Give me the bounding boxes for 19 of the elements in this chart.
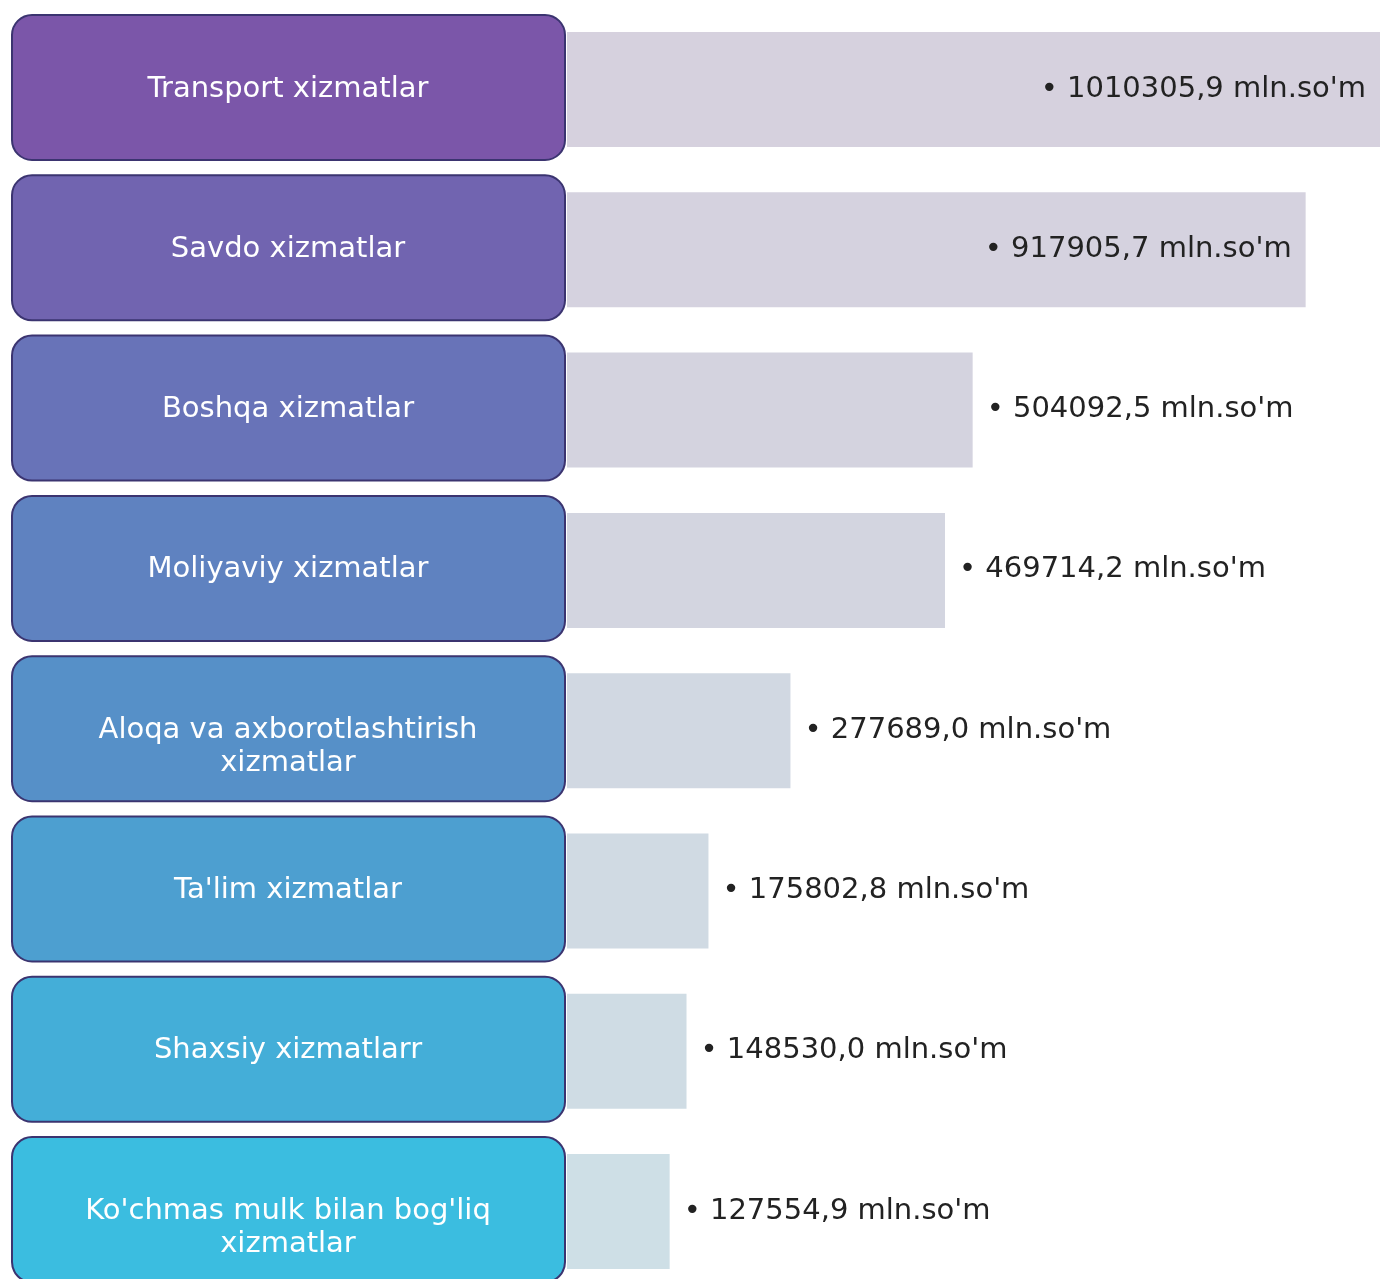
y-tick-label: Moliyaviy xizmatlar — [147, 550, 429, 585]
y-tick-label: Savdo xizmatlar — [170, 229, 406, 264]
data-label: • 469714,2 mln.so'm — [958, 550, 1266, 585]
data-label: • 1010305,9 mln.so'm — [1040, 69, 1366, 104]
y-tick-label: Boshqa xizmatlar — [161, 390, 415, 425]
y-tick-label: Ko'chmas mulk bilan bog'liq xizmatlar — [85, 1191, 491, 1259]
data-label: • 277689,0 mln.so'm — [804, 710, 1112, 745]
y-tick-label: Shaxsiy xizmatlarr — [153, 1031, 423, 1066]
data-label: • 148530,0 mln.so'm — [700, 1031, 1008, 1066]
bar — [567, 993, 687, 1109]
y-tick-label: Transport xizmatlar — [146, 69, 429, 104]
data-label: • 175802,8 mln.so'm — [722, 871, 1030, 905]
y-tick-label: Aloqa va axborotlashtirish xizmatlar — [98, 710, 478, 778]
bar — [567, 1154, 670, 1270]
data-label: • 504092,5 mln.so'm — [986, 390, 1294, 425]
y-tick-label: Ta'lim xizmatlar — [173, 871, 402, 905]
bar — [567, 833, 709, 949]
data-label: • 127554,9 mln.so'm — [683, 1191, 991, 1226]
data-label: • 917905,7 mln.so'm — [984, 229, 1292, 264]
